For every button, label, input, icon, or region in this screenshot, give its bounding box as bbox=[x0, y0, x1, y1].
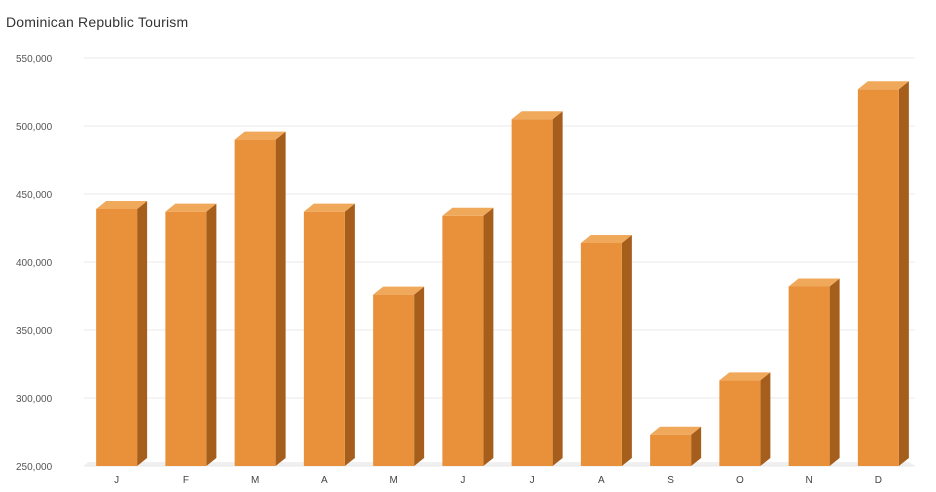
y-tick-label: 300,000 bbox=[16, 394, 53, 405]
chart-floor bbox=[84, 462, 915, 466]
y-tick-label: 500,000 bbox=[16, 122, 53, 133]
y-tick-label: 450,000 bbox=[16, 190, 53, 201]
x-tick-label: A bbox=[321, 475, 328, 486]
bar-side bbox=[898, 81, 909, 466]
x-tick-label: J bbox=[114, 475, 119, 486]
bar bbox=[650, 434, 692, 466]
y-tick-label: 250,000 bbox=[16, 462, 53, 473]
bar-top bbox=[580, 234, 632, 243]
bar-side bbox=[344, 203, 355, 466]
chart-title: Dominican Republic Tourism bbox=[6, 14, 189, 30]
bar bbox=[234, 139, 276, 466]
bar bbox=[165, 211, 207, 466]
bar-top bbox=[96, 200, 148, 209]
bar-top bbox=[650, 426, 702, 435]
bar-top bbox=[165, 203, 217, 212]
bar bbox=[373, 294, 415, 466]
bar-side bbox=[760, 372, 771, 466]
bar bbox=[857, 89, 899, 466]
x-tick-label: D bbox=[875, 475, 882, 486]
x-tick-label: S bbox=[667, 475, 674, 486]
y-tick-label: 550,000 bbox=[16, 54, 53, 65]
bar-side bbox=[691, 426, 702, 466]
x-tick-label: O bbox=[736, 475, 744, 486]
x-tick-label: F bbox=[183, 475, 189, 486]
bar-top bbox=[788, 278, 840, 287]
bar bbox=[303, 211, 345, 466]
bar-side bbox=[275, 131, 286, 466]
x-tick-label: J bbox=[530, 475, 535, 486]
bar-side bbox=[206, 203, 217, 466]
bar bbox=[788, 286, 830, 466]
bar bbox=[511, 119, 553, 466]
x-tick-label: A bbox=[598, 475, 605, 486]
bar-top bbox=[719, 372, 771, 381]
bar-side bbox=[552, 111, 563, 466]
bar-side bbox=[829, 278, 840, 466]
x-tick-label: M bbox=[389, 475, 397, 486]
bar bbox=[96, 208, 138, 466]
bar-side bbox=[414, 286, 425, 466]
bar-side bbox=[621, 234, 632, 466]
bar bbox=[719, 380, 761, 466]
bar-top bbox=[234, 131, 286, 140]
bar bbox=[580, 242, 622, 466]
bar bbox=[442, 215, 484, 466]
bar-top bbox=[511, 111, 563, 120]
bar-side bbox=[137, 200, 148, 466]
y-tick-label: 350,000 bbox=[16, 326, 53, 337]
bar-top bbox=[303, 203, 355, 212]
y-tick-label: 400,000 bbox=[16, 258, 53, 269]
bar-top bbox=[442, 207, 494, 216]
bar-top bbox=[857, 81, 909, 90]
x-tick-label: J bbox=[460, 475, 465, 486]
x-tick-label: N bbox=[806, 475, 813, 486]
bar-side bbox=[483, 207, 494, 466]
x-tick-label: M bbox=[251, 475, 259, 486]
bar-top bbox=[373, 286, 425, 295]
